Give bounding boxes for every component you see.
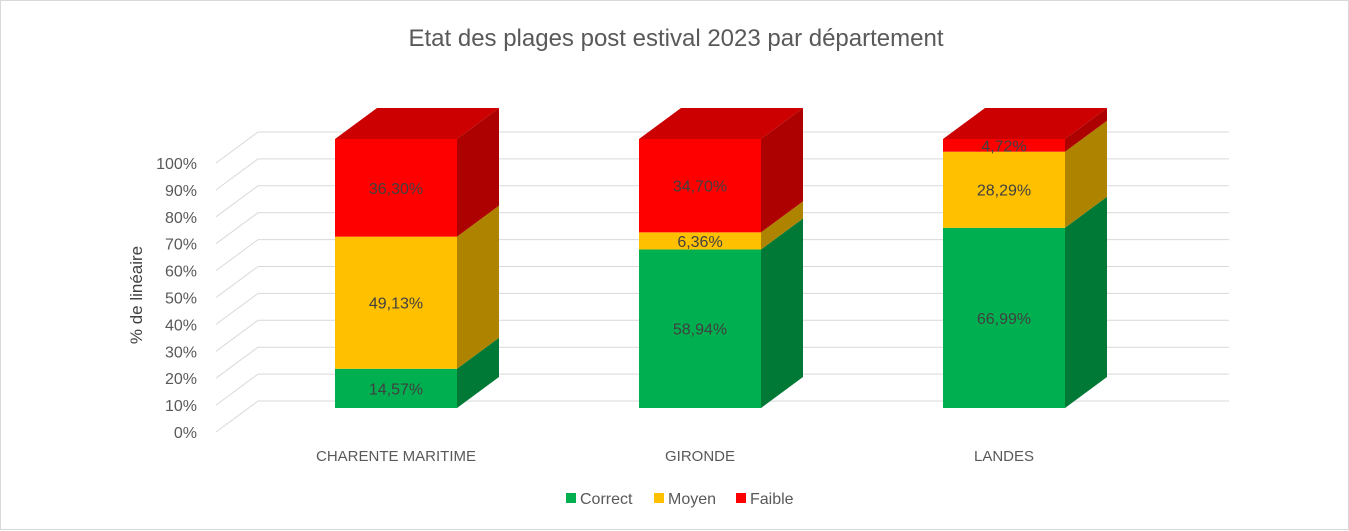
bar-segment-side [1065, 120, 1107, 228]
bar-stack: 66,99% 28,29% 4,72% [943, 108, 1107, 408]
y-tick-label: 10% [165, 398, 197, 415]
bar-segment-faible [943, 139, 1065, 152]
gridline-side [215, 212, 259, 245]
data-label: 28,29% [977, 183, 1031, 200]
legend-item-moyen: Moyen [654, 491, 716, 508]
y-tick-label: 50% [165, 291, 197, 308]
y-tick-label: 90% [165, 183, 197, 200]
bar-segment-moyen [335, 236, 457, 369]
gridline-side [215, 292, 259, 325]
bar-segment-side [1065, 196, 1107, 408]
chart-title: Etat des plages post estival 2023 par dé… [408, 25, 943, 52]
gridline-side [215, 239, 259, 272]
gridline-side [215, 158, 259, 191]
data-label: 36,30% [369, 181, 423, 198]
category-label: LANDES [974, 448, 1034, 465]
legend-swatch [566, 493, 576, 503]
bar-stack: 58,94% 6,36% 34,70% [639, 108, 803, 408]
y-tick-label: 70% [165, 237, 197, 254]
y-axis-label: % de linéaire [127, 246, 146, 344]
y-tick-label: 80% [165, 210, 197, 227]
data-label: 34,70% [673, 179, 727, 196]
gridline-side [215, 373, 259, 406]
legend-label: Faible [750, 491, 794, 508]
y-tick-label: 60% [165, 264, 197, 281]
bar-segment-faible [335, 139, 457, 237]
legend-item-correct: Correct [566, 491, 633, 508]
gridline-side [215, 346, 259, 379]
bar-segment-correct [943, 227, 1065, 408]
category-label: CHARENTE MARITIME [316, 448, 476, 465]
legend-label: Moyen [668, 491, 716, 508]
y-tick-label: 30% [165, 344, 197, 361]
bar-stack: 14,57% 49,13% 36,30% [335, 108, 499, 408]
bar-segment-side [1065, 108, 1107, 152]
legend-swatch [654, 493, 664, 503]
data-label: 4,72% [981, 138, 1026, 155]
bar-top-face [943, 108, 1107, 139]
gridline-side [215, 185, 259, 218]
y-tick-label: 0% [174, 425, 197, 442]
gridline-side [215, 319, 259, 352]
bar-segment-correct [335, 368, 457, 408]
bar-top-face [335, 108, 499, 139]
data-label: 66,99% [977, 311, 1031, 328]
gridline-side [215, 266, 259, 298]
bar-segment-side [761, 201, 803, 250]
data-label: 14,57% [369, 381, 423, 398]
bar-segment-side [457, 205, 499, 369]
bar-segment-side [457, 108, 499, 237]
y-tick-label: 20% [165, 371, 197, 388]
bar-segment-correct [639, 249, 761, 408]
gridline-side [215, 131, 259, 164]
data-label: 49,13% [369, 296, 423, 313]
data-label: 6,36% [677, 234, 722, 251]
bar-segment-side [761, 108, 803, 233]
gridline-side [215, 400, 259, 433]
legend-label: Correct [580, 491, 633, 508]
y-tick-label: 40% [165, 317, 197, 334]
bar-segment-moyen [943, 151, 1065, 228]
data-label: 58,94% [673, 322, 727, 339]
bar-segment-faible [639, 139, 761, 233]
bar-segment-moyen [639, 232, 761, 250]
bar-segment-side [457, 337, 499, 408]
bar-segment-side [761, 218, 803, 408]
legend-item-faible: Faible [736, 491, 794, 508]
y-tick-label: 100% [156, 156, 197, 173]
legend-swatch [736, 493, 746, 503]
category-label: GIRONDE [665, 448, 735, 465]
bar-top-face [639, 108, 803, 139]
